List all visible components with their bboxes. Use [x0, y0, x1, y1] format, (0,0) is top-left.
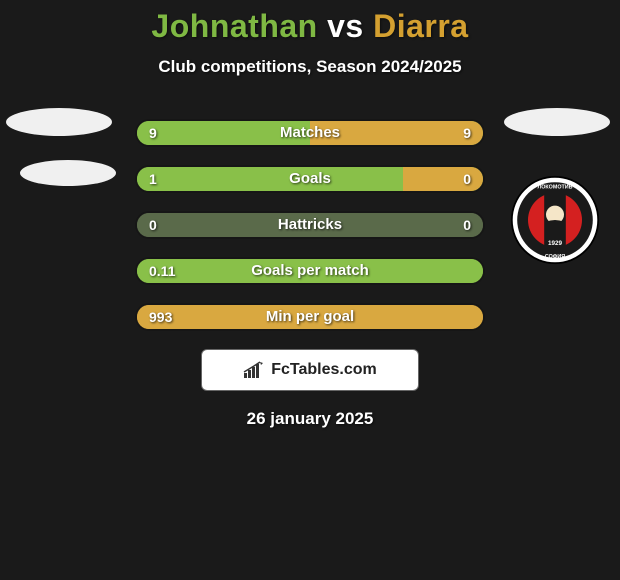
stat-row: Min per goal993: [135, 303, 485, 331]
stat-value-left: 9: [149, 121, 157, 145]
badge-shape: [20, 160, 116, 186]
stat-row: Goals1 0: [135, 165, 485, 193]
stat-row: Matches9 9: [135, 119, 485, 147]
stat-value-right: 0: [463, 167, 471, 191]
vs-label: vs: [327, 8, 364, 44]
player1-name: Johnathan: [151, 8, 317, 44]
comparison-card: Johnathan vs Diarra Club competitions, S…: [0, 0, 620, 429]
stat-label: Min per goal: [137, 305, 483, 329]
stat-label: Goals per match: [137, 259, 483, 283]
svg-text:ЛОКОМОТИВ: ЛОКОМОТИВ: [537, 185, 572, 191]
chart-icon: [243, 361, 265, 379]
stat-value-left: 0: [149, 213, 157, 237]
stat-label: Matches: [137, 121, 483, 145]
stat-value-left: 0.11: [149, 259, 175, 283]
brand-text: FcTables.com: [271, 361, 377, 379]
badge-shape: [6, 108, 112, 136]
svg-text:СОФИЯ: СОФИЯ: [545, 254, 565, 260]
stat-row: Goals per match0.11: [135, 257, 485, 285]
subtitle: Club competitions, Season 2024/2025: [0, 57, 620, 77]
svg-text:1929: 1929: [548, 240, 563, 247]
stat-value-right: 0: [463, 213, 471, 237]
stat-label: Goals: [137, 167, 483, 191]
stat-row: Hattricks0 0: [135, 211, 485, 239]
club-logo-icon: ЛОКОМОТИВ СОФИЯ 1929: [510, 175, 600, 265]
stat-value-left: 993: [149, 305, 172, 329]
stat-value-right: 9: [463, 121, 471, 145]
brand-badge: FcTables.com: [201, 349, 419, 391]
stats-bars: Matches99Goals10Hattricks00Goals per mat…: [135, 119, 485, 331]
date-label: 26 january 2025: [0, 409, 620, 429]
stat-label: Hattricks: [137, 213, 483, 237]
player2-badge: [504, 108, 614, 163]
player1-badge: [6, 108, 116, 163]
stat-value-left: 1: [149, 167, 157, 191]
player2-name: Diarra: [373, 8, 469, 44]
page-title: Johnathan vs Diarra: [0, 8, 620, 45]
badge-shape: [504, 108, 610, 136]
